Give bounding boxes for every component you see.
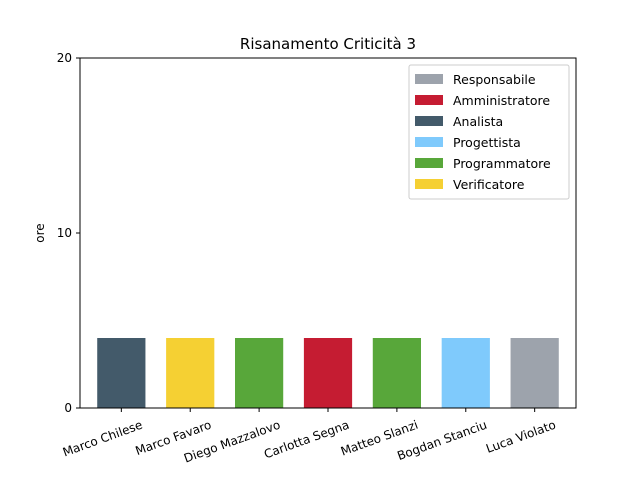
bar-marco-chilese [97, 338, 146, 408]
legend-label: Progettista [453, 135, 521, 150]
legend-label: Amministratore [453, 93, 550, 108]
y-tick-label: 20 [57, 51, 72, 65]
legend-swatch [415, 74, 443, 84]
y-tick-label: 10 [57, 226, 72, 240]
x-tick-label: Marco Chilese [61, 418, 145, 460]
legend-label: Programmatore [453, 156, 551, 171]
legend-label: Responsabile [453, 72, 536, 87]
legend-swatch [415, 95, 443, 105]
bar-bogdan-stanciu [441, 338, 490, 408]
legend-label: Verificatore [453, 177, 525, 192]
y-tick-label: 0 [64, 401, 72, 415]
bar-diego-mazzalovo [235, 338, 284, 408]
legend: Responsabile Amministratore Analista Proget… [408, 64, 570, 200]
y-axis: 0 10 20 [57, 51, 80, 415]
legend-swatch [415, 179, 443, 189]
y-axis-label: ore [33, 223, 47, 242]
bar-matteo-slanzi [372, 338, 421, 408]
chart-title: Risanamento Criticità 3 [240, 35, 416, 53]
legend-box [408, 64, 570, 200]
legend-swatch [415, 137, 443, 147]
bar-luca-violato [510, 338, 559, 408]
bar-marco-favaro [166, 338, 215, 408]
x-tick-label: Luca Violato [484, 418, 558, 456]
legend-swatch [415, 158, 443, 168]
legend-swatch [415, 116, 443, 126]
legend-label: Analista [453, 114, 503, 129]
bars-group [97, 338, 559, 408]
bar-carlotta-segna [303, 338, 353, 408]
